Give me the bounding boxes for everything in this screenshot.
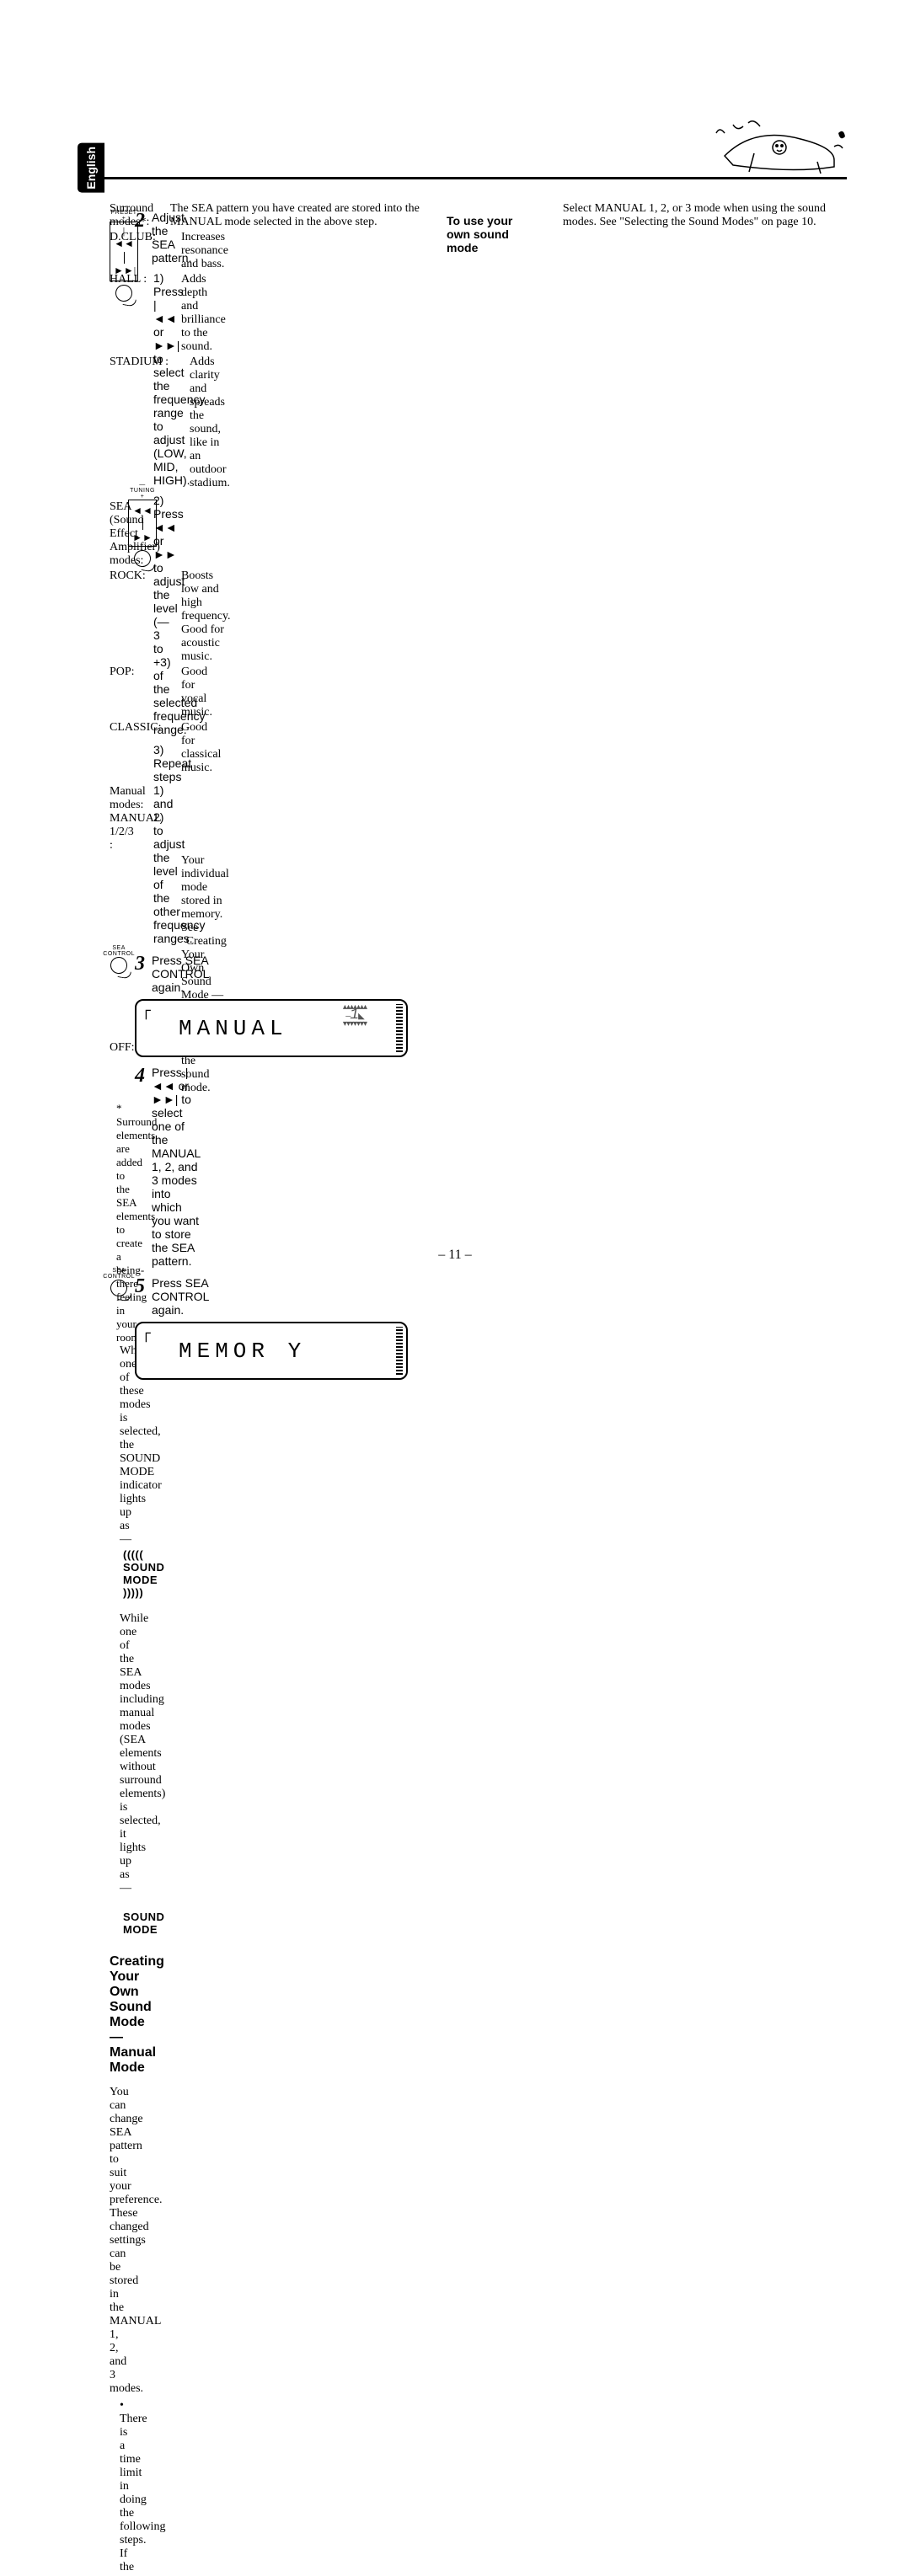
lcd-display-3: ┌ MANUAL ▴▴▴▴▴▴▴—1◣▾▾▾▾▾▾▾ bbox=[135, 999, 408, 1057]
rewind-icon: ◄◄ bbox=[153, 521, 177, 534]
step-text: Press SEA CONTROL again. bbox=[152, 954, 209, 994]
content-columns: Surround modes*: D.CLUB:Increases resona… bbox=[110, 202, 847, 2576]
bullet-list: There is a time limit in doing the follo… bbox=[110, 2399, 120, 2576]
manual-page: English Surround modes*: D.CLUB:Increase… bbox=[0, 0, 910, 1288]
language-tab: English bbox=[78, 143, 104, 193]
preset-buttons-icon: |◄◄►►| bbox=[110, 222, 138, 281]
note-after-5b: The SEA pattern you have created are sto… bbox=[170, 202, 421, 2576]
sea-control-button-icon bbox=[110, 955, 129, 975]
tuning-buttons-icon: ◄◄►► bbox=[128, 500, 157, 547]
lcd-text: MANUAL bbox=[179, 1016, 288, 1041]
sound-mode-indicator: SOUND MODE bbox=[120, 1909, 168, 1937]
step-text: Adjust the SEA pattern. bbox=[152, 211, 191, 265]
step-text: Press SEA CONTROL again. bbox=[152, 1276, 209, 1317]
page-number: – 11 – bbox=[0, 1248, 910, 1263]
lcd-display-4: ┌ MEMOR Y bbox=[135, 1322, 408, 1380]
header-rule bbox=[101, 177, 847, 179]
lcd-meter-icon: ▴▴▴▴▴▴▴—1◣▾▾▾▾▾▾▾ bbox=[317, 1004, 393, 1029]
use-own-heading: To use your own sound mode bbox=[447, 214, 538, 2576]
lcd-text: MEMOR Y bbox=[179, 1339, 306, 1364]
sea-control-label: SEA CONTROL bbox=[103, 945, 135, 957]
press-hint-icon bbox=[114, 283, 133, 302]
ffwd-icon: ►► bbox=[153, 548, 177, 561]
header-illustration bbox=[708, 118, 851, 177]
lcd-bargraph-icon bbox=[396, 1004, 403, 1052]
tuning-label: — TUNING + bbox=[128, 482, 157, 500]
step-number: 3 bbox=[135, 954, 145, 994]
step-number: 4 bbox=[135, 1066, 145, 1268]
use-own-body: Select MANUAL 1, 2, or 3 mode when using… bbox=[563, 202, 847, 2576]
press-hint-icon bbox=[132, 549, 152, 569]
preset-label: — PRESET + bbox=[110, 204, 138, 222]
lcd-bargraph-icon bbox=[396, 1327, 403, 1375]
sea-control-button-icon bbox=[110, 1278, 129, 1297]
step-number: 5 bbox=[135, 1276, 145, 1317]
sound-mode-indicator-animated: ((((( SOUND MODE ))))) bbox=[120, 1547, 168, 1601]
sea-control-label: SEA CONTROL bbox=[103, 1268, 135, 1280]
footnote-text-2: While one of the SEA modes including man… bbox=[120, 1612, 165, 1895]
